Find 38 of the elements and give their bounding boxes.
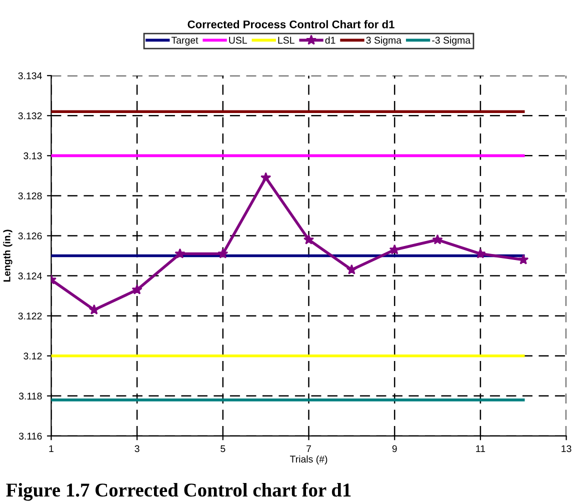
legend-label: 3 Sigma (366, 36, 402, 46)
legend-label: Target (171, 36, 198, 46)
y-tick-label: 3.122 (18, 312, 42, 320)
point (475, 248, 486, 258)
x-axis-title: Trials (#) (290, 455, 328, 464)
point (389, 244, 400, 254)
x-tick-label: 5 (220, 445, 226, 452)
x-tick-label: 7 (306, 445, 311, 452)
point (518, 254, 529, 264)
legend-label: -3 Sigma (432, 36, 471, 46)
y-tick-label: 3.132 (18, 112, 42, 120)
x-tick-label: 9 (392, 445, 397, 452)
y-tick-label: 3.12 (24, 352, 42, 360)
point (218, 248, 228, 258)
y-tick-label: 3.124 (18, 272, 42, 280)
y-tick-label: 3.116 (18, 432, 42, 440)
point (346, 264, 357, 274)
point (174, 248, 186, 258)
legend-label: LSL (278, 36, 294, 44)
legend-label: d1 (325, 36, 336, 44)
point (303, 234, 314, 244)
y-tick-label: 3.128 (18, 192, 42, 200)
point (88, 304, 100, 314)
y-tick-label: 3.13 (24, 152, 42, 160)
y-tick-label: 3.134 (18, 72, 42, 80)
x-tick-label: 3 (134, 445, 140, 452)
x-tick-label: 1 (49, 445, 54, 452)
caption: Figure 1.7 Corrected Control chart for d1 (6, 482, 351, 501)
point (132, 284, 142, 294)
y-axis-title: Length (in.) (3, 230, 12, 282)
point (432, 234, 443, 244)
point (260, 172, 272, 182)
x-tick-label: 11 (476, 445, 486, 452)
y-tick-label: 3.126 (18, 232, 42, 240)
chart-title: Corrected Process Control Chart for d1 (188, 20, 394, 28)
x-tick-label: 13 (562, 445, 572, 452)
legend-label: USL (229, 36, 247, 44)
y-tick-label: 3.118 (18, 392, 42, 400)
